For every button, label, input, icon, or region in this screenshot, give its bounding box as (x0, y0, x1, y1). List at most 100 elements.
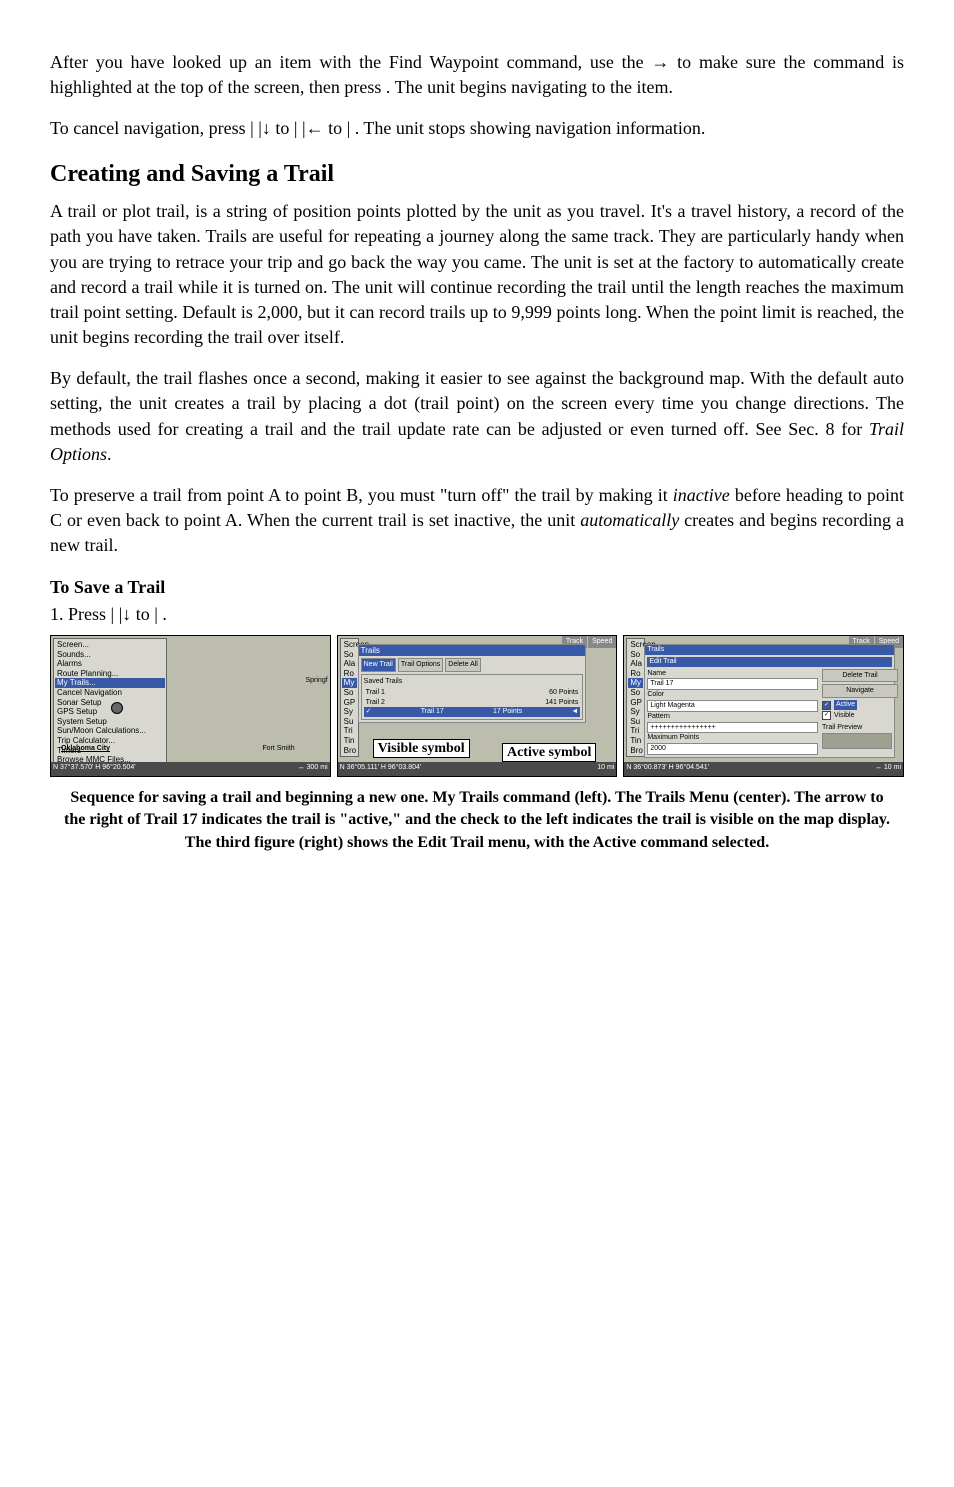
ms3-9: Tri (628, 726, 643, 736)
map-city-fortsmith: Fort Smith (262, 744, 294, 754)
edit-trail-left-col: Name Trail 17 Color Light Magenta Patter… (647, 669, 818, 755)
name-field[interactable]: Trail 17 (647, 678, 818, 690)
new-trail-button[interactable]: New Trail (361, 658, 396, 672)
screenshot-left: Screen... Sounds... Alarms Route Plannin… (50, 635, 331, 777)
status-bar-2: N 36°05.111' H 96°03.804' 10 mi (338, 762, 617, 776)
active-symbol-text: Active symbol (507, 745, 591, 760)
status-bar-3: N 36°00.873' H 96°04.541' ↔ 10 mi (624, 762, 903, 776)
edit-trail-columns: Name Trail 17 Color Light Magenta Patter… (647, 669, 892, 755)
visible-label: Visible (834, 711, 855, 721)
edit-trail-panel: Trails Edit Trail Name Trail 17 Color Li… (644, 644, 895, 758)
edit-trail-subtitle: Edit Trail (647, 657, 892, 667)
menu-screen[interactable]: Screen... (55, 640, 165, 650)
preview-label: Trail Preview (822, 723, 892, 733)
trail-p3em1: inactive (673, 485, 730, 505)
trail-row-1[interactable]: Trail 1 60 Points (364, 688, 581, 698)
step1b: | (111, 604, 115, 624)
delete-trail-button[interactable]: Delete Trail (822, 669, 898, 683)
ms3-0: Screen... (628, 640, 643, 650)
trail-paragraph-1: A trail or plot trail, is a string of po… (50, 199, 904, 350)
trails-panel: Trails New Trail Trail Options Delete Al… (358, 644, 587, 723)
visible-symbol-text: Visible symbol (378, 741, 465, 756)
step1a: 1. Press (50, 604, 111, 624)
ms3-1: So (628, 650, 643, 660)
trail-paragraph-2: By default, the trail flashes once a sec… (50, 366, 904, 467)
menu-gps[interactable]: GPS Setup (55, 707, 165, 717)
status-bar-1: N 37°37.570' H 96°20.504' ↔ 300 mi (51, 762, 330, 776)
menu-cancel-nav[interactable]: Cancel Navigation (55, 688, 165, 698)
ms2-3: Ro (342, 669, 357, 679)
menu-route[interactable]: Route Planning... (55, 669, 165, 679)
status-coords-2: N 36°05.111' H 96°03.804' (340, 763, 422, 775)
trail-paragraph-3: To preserve a trail from point A to poin… (50, 483, 904, 559)
ms2-0: Screen... (342, 640, 357, 650)
visible-checkbox[interactable]: ✓ (822, 711, 831, 720)
intro-2b: | (250, 118, 254, 138)
menu-my-trails[interactable]: My Trails... (55, 678, 165, 688)
pattern-field[interactable]: ++++++++++++++++ (647, 722, 818, 734)
menu-sounds[interactable]: Sounds... (55, 650, 165, 660)
trail-p2b: . (107, 444, 112, 464)
trail17-name: Trail 17 (421, 707, 444, 717)
trail-preview-box (822, 733, 892, 749)
ms3-4: My (628, 678, 643, 688)
map-city-okc: Oklahoma City (61, 744, 110, 754)
ms3-11: Bro (628, 746, 643, 756)
pattern-label: Pattern (647, 712, 818, 722)
ms2-4: My (342, 678, 357, 688)
trail2-name: Trail 2 (366, 698, 385, 708)
ms2-1: So (342, 650, 357, 660)
ms2-9: Tri (342, 726, 357, 736)
section-heading: Creating and Saving a Trail (50, 158, 904, 192)
map-city-springf: Springf (305, 676, 327, 686)
trail-row-17[interactable]: ✓ Trail 17 17 Points ◄ (364, 707, 581, 717)
maxpts-field[interactable]: 2000 (647, 743, 818, 755)
trail-p3a: To preserve a trail from point A to poin… (50, 485, 673, 505)
screenshot-right: Track Speed Screen... So Ala Ro My So GP… (623, 635, 904, 777)
menu-alarms[interactable]: Alarms (55, 659, 165, 669)
color-field[interactable]: Light Magenta (647, 700, 818, 712)
status-coords-3: N 36°00.873' H 96°04.541' (626, 763, 709, 775)
navigate-button[interactable]: Navigate (822, 684, 898, 698)
trail-p3em2: automatically (580, 510, 679, 530)
ms2-7: Sy (342, 707, 357, 717)
trail-row-2[interactable]: Trail 2 141 Points (364, 698, 581, 708)
step1d: | (154, 604, 158, 624)
trail1-name: Trail 1 (366, 688, 385, 698)
trail17-pts: 17 Points (493, 707, 522, 717)
ms3-5: So (628, 688, 643, 698)
ms2-8: Su (342, 717, 357, 727)
color-label: Color (647, 690, 818, 700)
intro-paragraph-1: After you have looked up an item with th… (50, 50, 904, 100)
delete-all-button[interactable]: Delete All (445, 658, 481, 672)
ms3-6: GP (628, 698, 643, 708)
ms3-3: Ro (628, 669, 643, 679)
intro-2f: | (347, 118, 351, 138)
intro-2c: |↓ to (258, 118, 294, 138)
menu-sliver-3: Screen... So Ala Ro My So GP Sy Su Tri T… (626, 638, 645, 757)
intro-2d: | (294, 118, 298, 138)
status-scale-2: 10 mi (597, 763, 614, 775)
menu-sunmoon[interactable]: Sun/Moon Calculations... (55, 726, 165, 736)
highway-shield-icon (111, 696, 123, 721)
ms3-8: Su (628, 717, 643, 727)
save-trail-heading: To Save a Trail (50, 575, 904, 600)
menu-system[interactable]: System Setup (55, 717, 165, 727)
saved-trails-label: Saved Trails (364, 677, 581, 687)
screenshot-center: Track Speed Screen... So Ala Ro My So GP… (337, 635, 618, 777)
tab-speed[interactable]: Speed (588, 636, 616, 648)
active-row[interactable]: ✓ Active (822, 700, 892, 710)
trail2-pts: 141 Points (545, 698, 578, 708)
visible-row[interactable]: ✓ Visible (822, 711, 892, 721)
trail-options-button[interactable]: Trail Options (398, 658, 443, 672)
menu-sonar[interactable]: Sonar Setup (55, 698, 165, 708)
active-label: Active (834, 700, 857, 710)
trails-button-row: New Trail Trail Options Delete All (361, 658, 584, 672)
screenshot-row: Screen... Sounds... Alarms Route Plannin… (50, 635, 904, 777)
trail17-check-icon: ✓ (366, 707, 372, 717)
trail-p2a: By default, the trail flashes once a sec… (50, 368, 904, 438)
step1e: . (162, 604, 167, 624)
status-coords-1: N 37°37.570' H 96°20.504' (53, 763, 136, 775)
status-scale-3: ↔ 10 mi (875, 763, 901, 775)
active-checkbox[interactable]: ✓ (822, 701, 831, 710)
